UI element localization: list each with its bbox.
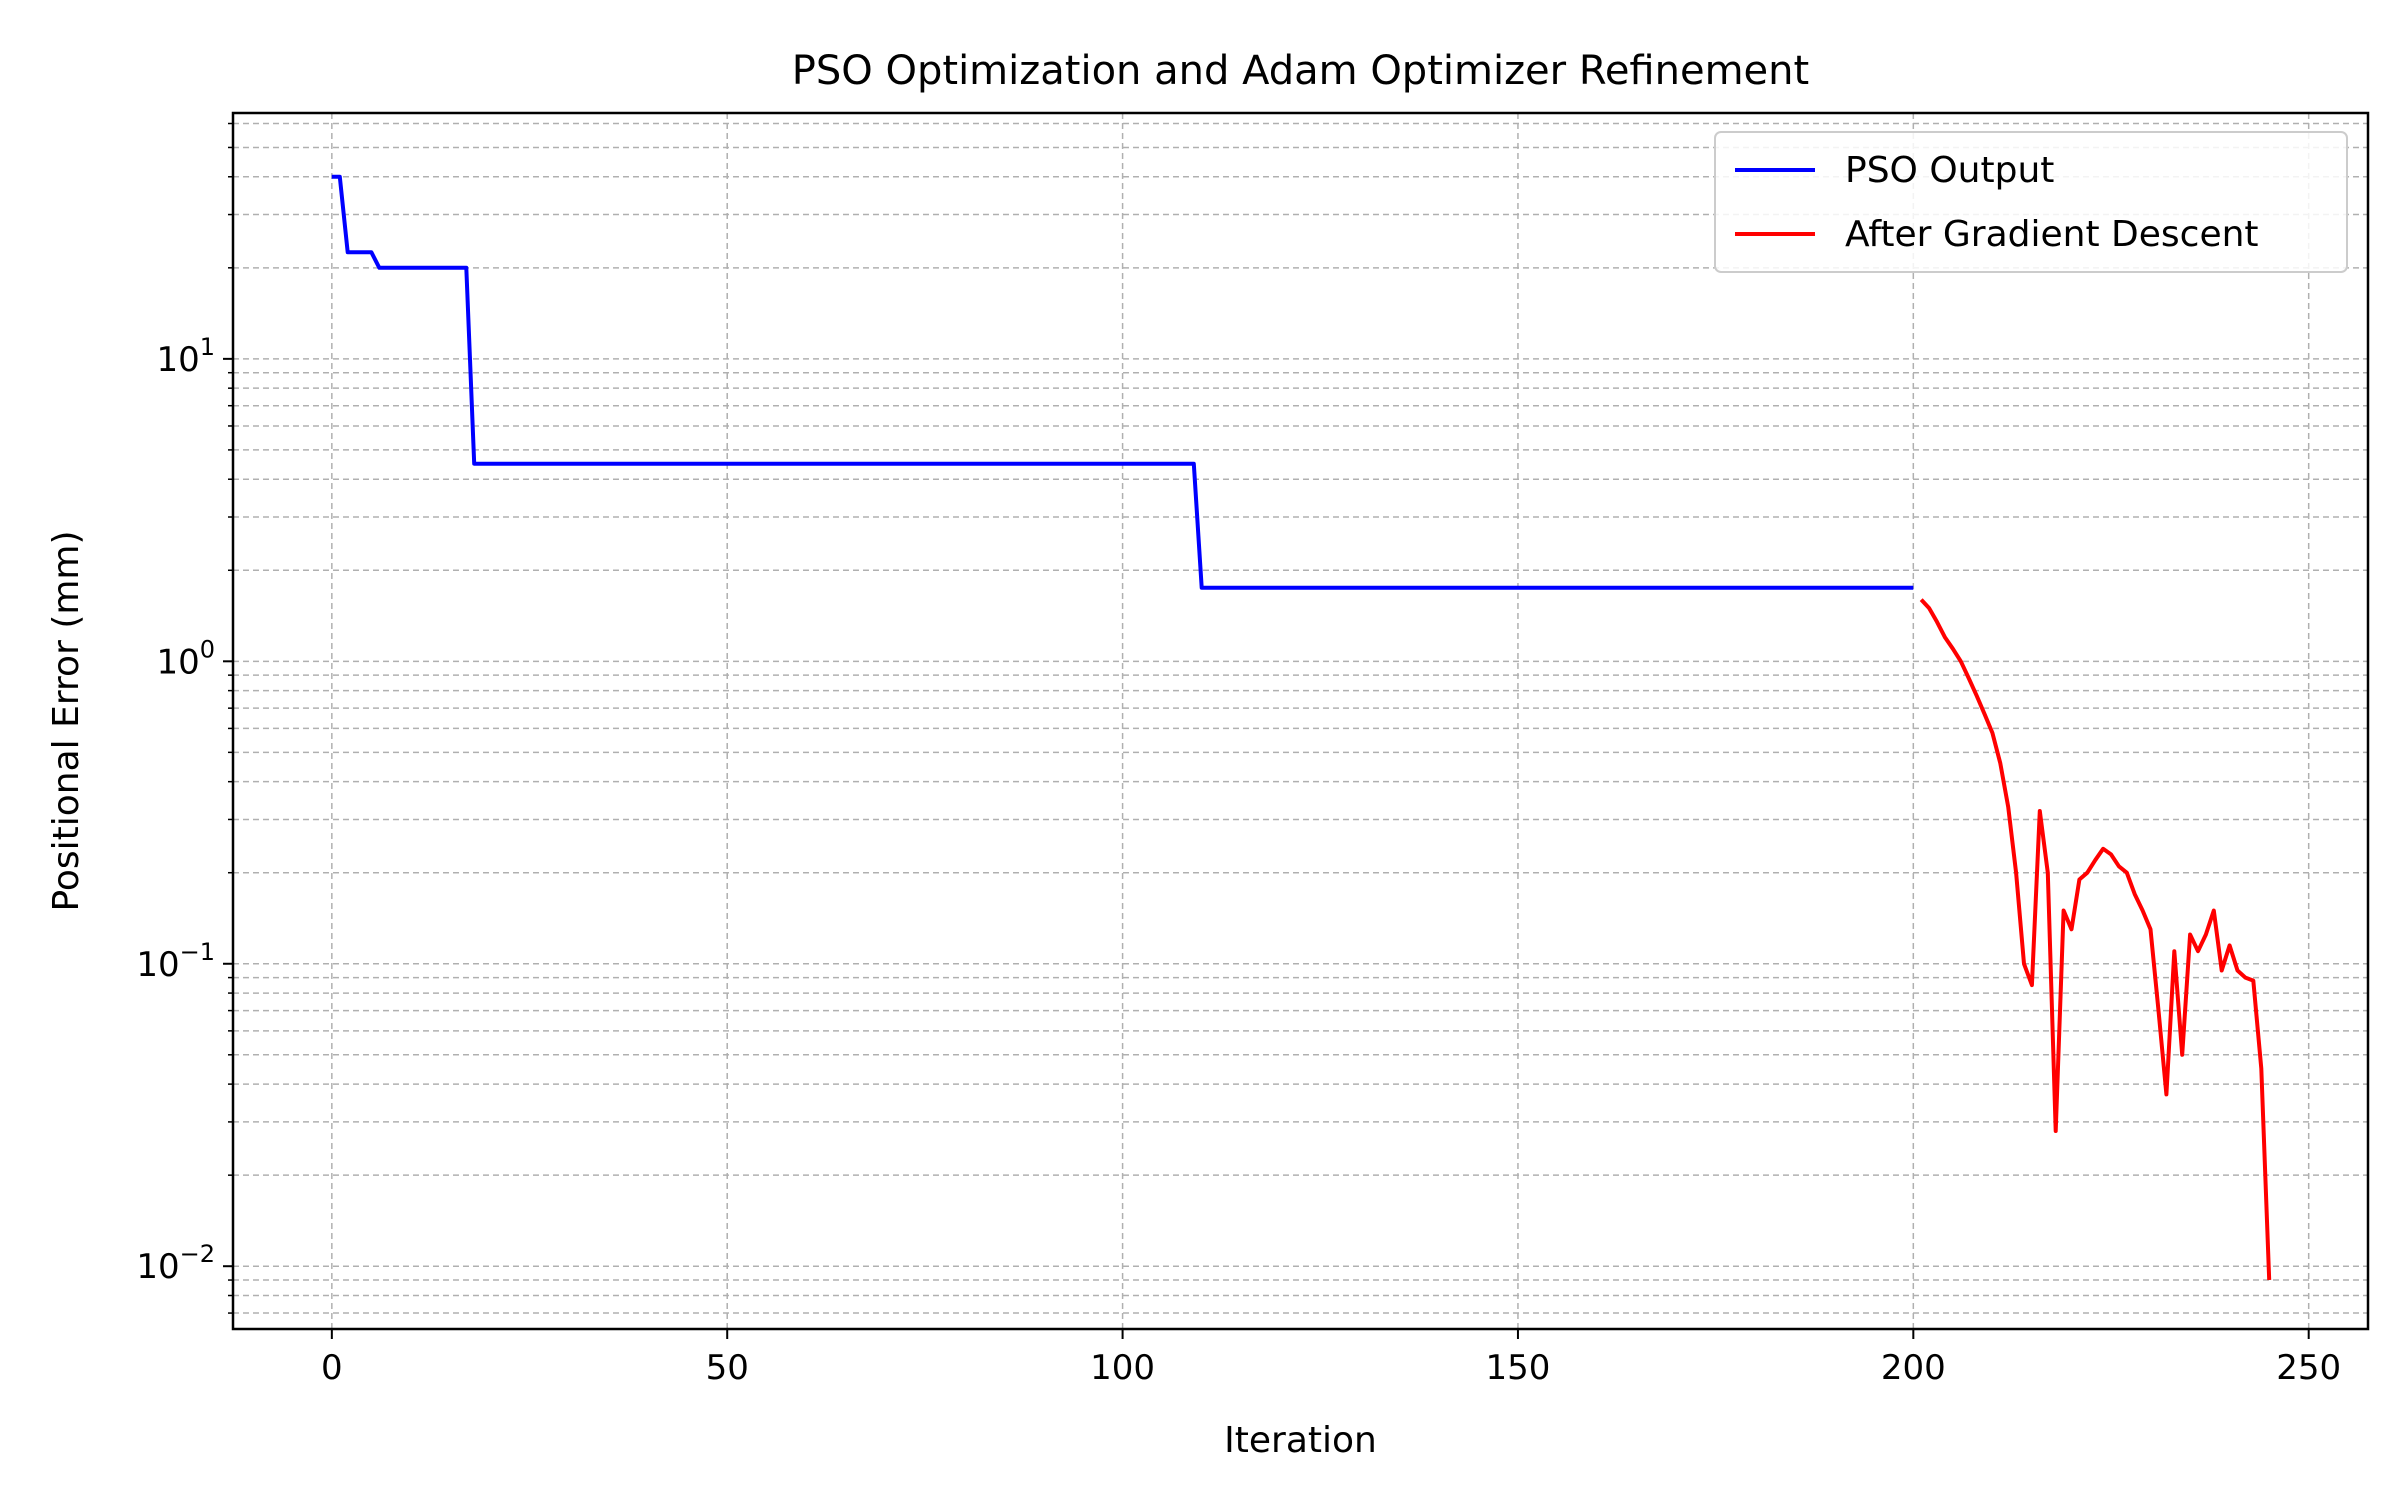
x-tick-label: 150	[1486, 1348, 1551, 1388]
legend-label: PSO Output	[1845, 150, 2054, 191]
ticks: 0 50 100 150 200 250 10−2 10−1 100 101	[136, 122, 2341, 1388]
x-tick-label: 250	[2276, 1348, 2341, 1388]
y-tick-label: 10−1	[136, 938, 215, 985]
chart-title: PSO Optimization and Adam Optimizer Refi…	[792, 48, 1809, 94]
x-tick-label: 50	[706, 1348, 749, 1388]
series-layer	[331, 174, 2272, 1281]
x-tick-label: 200	[1881, 1348, 1946, 1388]
legend-label: After Gradient Descent	[1845, 214, 2259, 255]
legend-box	[1714, 131, 2348, 273]
y-tick-label: 100	[156, 635, 215, 682]
y-axis-label: Positional Error (mm)	[46, 530, 87, 911]
x-axis-label: Iteration	[1224, 1420, 1377, 1461]
plot-frame	[231, 111, 2370, 1331]
grid	[233, 113, 2368, 1329]
y-tick-label: 10−2	[136, 1240, 215, 1287]
legend: PSO Output After Gradient Descent	[1714, 131, 2348, 273]
series-line-2	[1919, 598, 2272, 1281]
x-tick-label: 0	[321, 1348, 343, 1388]
x-tick-label: 100	[1090, 1348, 1155, 1388]
series-line-1	[331, 174, 1914, 590]
y-tick-label: 101	[156, 333, 215, 380]
